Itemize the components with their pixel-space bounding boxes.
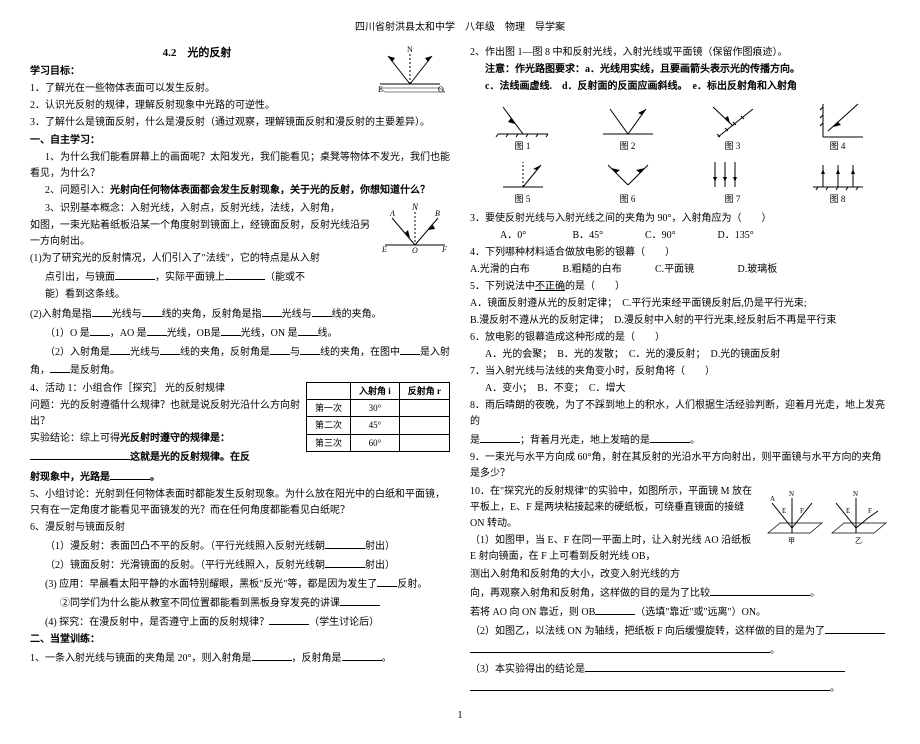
q8: 8．雨后晴朗的夜晚，为了不踩到地上的积水，人们根据生活经验判断，迎着月光走，地上… — [470, 398, 890, 430]
q9: 9．一束光与水平方向成 60°角，射在其反射的光沿水平方向射出，则平面镜与水平方… — [470, 450, 890, 482]
svg-text:F: F — [441, 245, 447, 254]
top-left-diagram: N E O — [370, 44, 450, 94]
q2-line: (2)入射角是指光线与线的夹角，反射角是指光线与线的夹角。 — [30, 305, 450, 323]
doc-header: 四川省射洪县太和中学 八年级 物理 导学案 — [30, 20, 890, 36]
svg-text:E: E — [381, 245, 387, 254]
o2: （2）入射角是光线与线的夹角，反射角是与线的夹角，在图中是入射角，是反射角。 — [30, 343, 450, 379]
q3: 3．要使反射光线与入射光线之间的夹角为 90°，入射角应为（ ） — [470, 211, 890, 227]
page-number: 1 — [30, 708, 890, 724]
right-column: 2、作出图 1—图 8 中和反射光线，入射光线或平面镜（保留作图痕迹）。 注意：… — [470, 44, 890, 698]
q7: 7．当入射光线与法线的夹角变小时，反射角将（ ） — [470, 364, 890, 380]
q5: 5．下列说法中不正确的是（ ） — [470, 279, 890, 295]
goal-2: 2．认识光反射的规律，理解反射现象中光路的可逆性。 — [30, 98, 450, 114]
a6-2: （2）镜面反射：光滑镜面的反射。（平行光线照入，反射光线朝射出） — [30, 556, 450, 574]
fig3: 图 3 — [703, 99, 763, 153]
svg-text:N: N — [407, 45, 413, 54]
fig2: 图 2 — [598, 99, 658, 153]
fig5: 图 5 — [493, 157, 553, 206]
svg-text:E: E — [846, 507, 850, 515]
svg-text:O: O — [438, 85, 444, 94]
self-study-heading: 一、自主学习： — [30, 133, 450, 149]
svg-text:甲: 甲 — [788, 537, 795, 545]
a6-3: (3) 应用：早晨看太阳平静的水面特别耀眼，黑板"反光"等，都是因为发生了反射。 — [30, 575, 450, 593]
svg-text:F: F — [800, 507, 804, 515]
fig1: 图 1 — [493, 99, 553, 153]
q4-opts: A.光滑的白布 B.粗糙的白布 C.平面镜 D.玻璃板 — [470, 262, 890, 278]
svg-text:A: A — [770, 495, 775, 503]
q3-opts: A．0° B．45° C．90° D．135° — [470, 228, 890, 244]
a6-4: (4) 探究：在漫反射中，是否遵守上面的反射规律？（学生讨论后） — [30, 613, 450, 631]
q4: 4．下列哪种材料适合做放电影的银幕（ ） — [470, 245, 890, 261]
q10-3b: 。 — [470, 679, 890, 697]
train-heading: 二、当堂训练： — [30, 632, 450, 648]
svg-text:E: E — [782, 507, 786, 515]
a6-3c: ②同学们为什么能从教室不同位置都能看到黑板身穿发亮的讲课 — [30, 594, 450, 612]
figure-row-2: 图 5 图 6 图 7 图 8 — [470, 157, 890, 206]
q10-1e: 若将 AO 向 ON 靠近，则 OB（选填"靠近"或"远离"）ON。 — [470, 603, 890, 621]
fig8: 图 8 — [808, 157, 868, 206]
figure-row-1: 图 1 图 2 图 3 图 4 — [470, 99, 890, 153]
svg-text:乙: 乙 — [855, 537, 862, 545]
q5b: B.漫反射不遵从光的反射定律； D.漫反射中入射的平行光束,经反射后不再是平行束 — [470, 313, 890, 329]
r2c: c．法线画虚线. d．反射面的反面应画斜线。 e．标出反射角和入射角 — [470, 79, 890, 95]
angle-table: 入射角 i反射角 r 第一次30° 第二次45° 第三次60° — [306, 382, 450, 453]
q1-line3: 能）看到这条线。 — [30, 287, 450, 303]
goal-3: 3．了解什么是镜面反射，什么是漫反射（通过观察，理解镜面反射和漫反射的主要差异）… — [30, 115, 450, 131]
svg-text:N: N — [853, 490, 858, 498]
fig4: 图 4 — [808, 99, 868, 153]
svg-text:A: A — [389, 209, 395, 218]
q10-3: （3）本实验得出的结论是 — [470, 660, 890, 678]
a6-1: （1）漫反射：表面凹凸不平的反射。（平行光线照入反射光线朝射出） — [30, 537, 450, 555]
q10-1c: 向，再观察入射角和反射角，这样做的目的是为了比较。 — [470, 584, 890, 602]
q10-2b: 。 — [470, 641, 890, 659]
q10-1b: 测出入射角和反射角的大小，改变入射光线的方 — [470, 567, 890, 583]
svg-text:O: O — [412, 246, 418, 255]
activity-6: 6、漫反射与镜面反射 — [30, 520, 450, 536]
left-column: N E O 4.2 光的反射 学习目标： 1．了解光在一些物体表面可以发生反射。… — [30, 44, 450, 698]
train-1: 1、一条入射光线与镜面的夹角是 20°，则入射角是，反射角是。 — [30, 649, 450, 667]
q10-2: （2）如图乙，以法线 ON 为轴线，把纸板 F 向后缓慢旋转，这样做的目的是为了 — [470, 622, 890, 640]
fig6: 图 6 — [598, 157, 658, 206]
self-2: 2、问题引入：光射向任何物体表面都会发生反射现象，关于光的反射，你想知道什么？ — [30, 183, 450, 199]
q7-opts: A．变小； B．不变； C．增大 — [470, 381, 890, 397]
q10-diagram: A N E F 甲 N E F 乙 — [760, 483, 890, 548]
q1-line2: 点引出，与镜面，实际平面镜上（能或不 — [30, 268, 450, 286]
svg-text:N: N — [789, 490, 794, 498]
o1: （1）O 是，AO 是光线，OB是光线，ON 是线。 — [30, 324, 450, 342]
fig7: 图 7 — [703, 157, 763, 206]
q5a: A．镜面反射遵从光的反射定律； C.平行光束经平面镜反射后,仍是平行光束; — [470, 296, 890, 312]
svg-text:B: B — [435, 209, 440, 218]
rule-line2: 射现象中，光路是。 — [30, 468, 450, 486]
activity-5: 5、小组讨论：光射到任何物体表面时都能发生反射现象。为什么放在阳光中的白纸和平面… — [30, 487, 450, 519]
q6-opts: A．光的会聚； B．光的发散； C．光的漫反射； D.光的镜面反射 — [470, 347, 890, 363]
r2: 2、作出图 1—图 8 中和反射光线，入射光线或平面镜（保留作图痕迹）。 — [470, 45, 890, 61]
svg-text:N: N — [411, 202, 419, 212]
svg-text:F: F — [868, 507, 872, 515]
self-1: 1、为什么我们能看屏幕上的画面呢？太阳发光，我们能看见；桌凳等物体不发光，我们也… — [30, 150, 450, 182]
r2b: 注意：作光路图要求：a．光线用实线，且要画箭头表示光的传播方向。 — [470, 62, 890, 78]
q6: 6．放电影的银幕造成这种形成的是（ ） — [470, 330, 890, 346]
q8b: 是；背着月光走，地上发暗的是。 — [470, 431, 890, 449]
two-column-layout: N E O 4.2 光的反射 学习目标： 1．了解光在一些物体表面可以发生反射。… — [30, 44, 890, 698]
normal-line-diagram: N A B E F O — [380, 200, 450, 255]
